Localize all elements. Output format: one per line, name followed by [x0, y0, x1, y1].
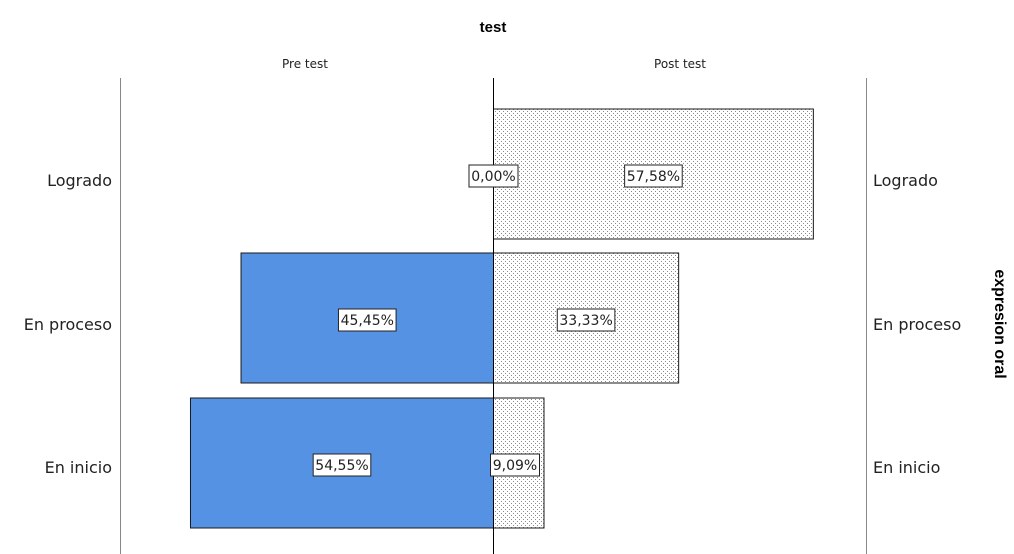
- data-label-text: 45,45%: [341, 313, 394, 329]
- chart-title: test: [480, 19, 507, 36]
- data-label-box: [468, 164, 519, 188]
- data-label-pre-test-en-inicio: 54,55%: [312, 453, 372, 477]
- data-label-box: [556, 308, 616, 332]
- left-category-label-en-inicio: En inicio: [45, 458, 112, 477]
- data-label-box: [490, 453, 540, 477]
- left-category-label-en-proceso: En proceso: [24, 315, 112, 334]
- right-category-label-logrado: Logrado: [873, 171, 938, 190]
- data-label-box: [337, 308, 397, 332]
- data-label-box: [624, 164, 683, 188]
- data-label-text: 57,58%: [627, 169, 680, 185]
- panel-label-pre: Pre test: [282, 57, 328, 71]
- data-label-text: 9,09%: [493, 458, 537, 474]
- panel-label-post: Post test: [654, 57, 706, 71]
- data-label-box: [312, 453, 372, 477]
- data-label-pre-test-en-proceso: 45,45%: [337, 308, 397, 332]
- data-label-text: 54,55%: [315, 458, 368, 474]
- data-label-text: 0,00%: [471, 169, 515, 185]
- left-category-label-logrado: Logrado: [47, 171, 112, 190]
- right-category-label-en-inicio: En inicio: [873, 458, 940, 477]
- data-label-post-test-logrado: 57,58%: [624, 164, 683, 188]
- data-label-text: 33,33%: [559, 313, 612, 329]
- right-category-label-en-proceso: En proceso: [873, 315, 961, 334]
- data-label-post-test-en-inicio: 9,09%: [490, 453, 540, 477]
- side-axis-title: expresion oral: [991, 269, 1008, 378]
- data-label-post-test-en-proceso: 33,33%: [556, 308, 616, 332]
- data-label-pre-test-logrado: 0,00%: [468, 164, 519, 188]
